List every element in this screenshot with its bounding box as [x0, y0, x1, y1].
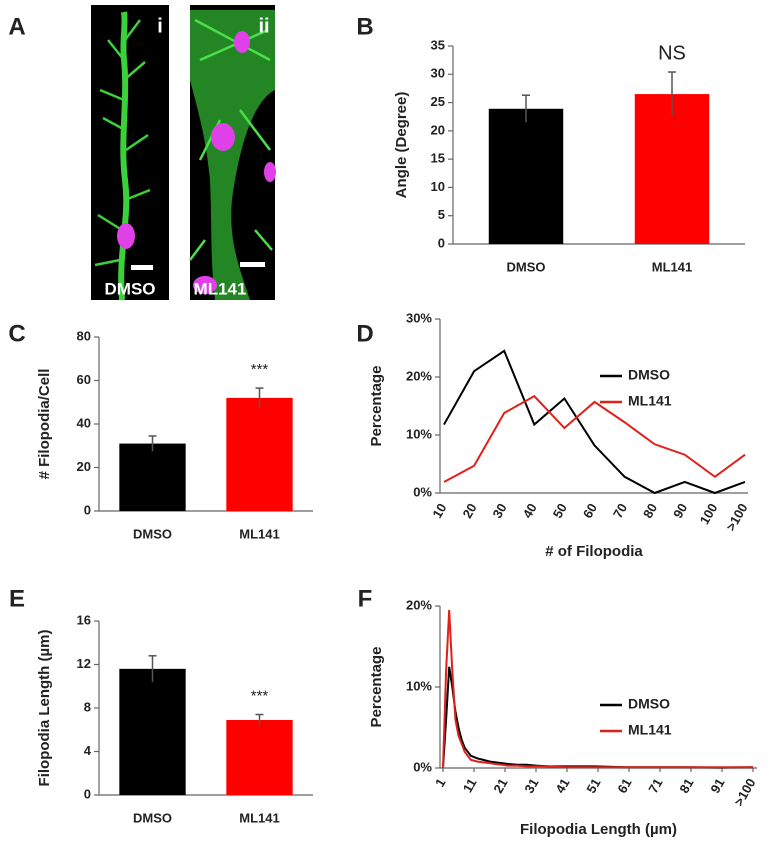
series-line [442, 609, 753, 769]
panel-label: D [356, 320, 373, 347]
x-tick-label: 41 [552, 776, 572, 796]
y-tick-label: 0% [413, 484, 432, 499]
x-tick-label: ML141 [239, 526, 279, 541]
x-tick-label: 1 [432, 776, 449, 790]
y-tick-label: 0 [438, 235, 445, 250]
x-tick-label: 30 [490, 501, 510, 521]
x-axis-label: # of Filopodia [545, 543, 643, 560]
x-tick-label: 11 [460, 776, 480, 795]
y-tick-label: 30 [431, 66, 445, 81]
legend-label: DMSO [628, 696, 670, 712]
y-axis-label: Angle (Degree) [393, 92, 410, 199]
legend-label: ML141 [628, 722, 672, 738]
x-tick-label: 61 [614, 776, 634, 796]
legend-label: DMSO [628, 367, 670, 383]
micrograph-i [91, 5, 169, 301]
x-tick-label: ML141 [239, 810, 279, 825]
y-tick-label: 30% [406, 310, 432, 325]
x-tick-label: 20 [459, 501, 479, 521]
panel-label: B [356, 13, 373, 40]
y-tick-label: 40 [77, 415, 91, 430]
x-tick-label: >100 [731, 776, 759, 809]
panel-label: E [9, 585, 25, 612]
panel-label: A [8, 13, 25, 40]
image-caption: DMSO [105, 279, 156, 298]
series-line [443, 394, 746, 483]
y-tick-label: 80 [77, 328, 91, 343]
x-axis-label: Filopodia Length (µm) [520, 821, 677, 838]
x-tick-label: 81 [676, 776, 696, 796]
x-tick-label: 31 [521, 776, 541, 796]
annotation: NS [658, 42, 686, 64]
legend-label: ML141 [628, 393, 672, 409]
annotation: *** [251, 687, 269, 704]
x-tick-label: 90 [670, 501, 690, 521]
y-tick-label: 8 [84, 699, 91, 714]
y-tick-label: 16 [77, 612, 91, 627]
y-tick-label: 20% [406, 597, 432, 612]
series-line [442, 666, 754, 769]
y-tick-label: 35 [431, 37, 445, 52]
y-tick-label: 5 [438, 207, 445, 222]
x-tick-label: 40 [520, 501, 540, 521]
bar [226, 397, 293, 511]
x-tick-label: DMSO [133, 526, 172, 541]
x-tick-label: 71 [645, 776, 665, 796]
y-tick-label: 0 [84, 786, 91, 801]
panel-label: F [358, 585, 373, 612]
series-line [443, 349, 746, 495]
x-tick-label: >100 [723, 501, 751, 534]
x-tick-label: DMSO [507, 259, 546, 274]
x-tick-label: 80 [640, 501, 660, 521]
x-tick-label: 21 [490, 776, 510, 796]
y-tick-label: 4 [84, 743, 92, 758]
micrograph-ii [189, 5, 276, 300]
image-caption: ML141 [194, 279, 247, 298]
bar [488, 108, 564, 245]
y-tick-label: 25 [431, 94, 445, 109]
x-tick-label: 91 [707, 776, 727, 796]
x-tick-label: 100 [697, 501, 721, 527]
y-tick-label: 12 [77, 656, 91, 671]
image-label: ii [258, 15, 269, 37]
x-tick-label: DMSO [133, 810, 172, 825]
y-tick-label: 20% [406, 368, 432, 383]
y-tick-label: 0% [413, 759, 432, 774]
y-tick-label: 60 [77, 372, 91, 387]
y-axis-label: Filopodia Length (µm) [36, 630, 53, 787]
y-axis-label: Percentage [368, 366, 385, 447]
y-axis-label: # Filopodia/Cell [36, 369, 53, 480]
y-tick-label: 10 [431, 179, 445, 194]
y-tick-label: 15 [431, 151, 445, 166]
panel-label: C [8, 320, 25, 347]
y-tick-label: 10% [406, 426, 432, 441]
image-label: i [157, 15, 163, 37]
y-tick-label: 0 [84, 502, 91, 517]
x-tick-label: 70 [610, 501, 630, 521]
x-tick-label: 60 [580, 501, 600, 521]
y-tick-label: 20 [431, 122, 445, 137]
annotation: *** [251, 361, 269, 378]
bar [226, 719, 293, 795]
bar [634, 94, 710, 244]
bar [119, 668, 186, 795]
x-tick-label: ML141 [652, 259, 692, 274]
x-tick-label: 50 [550, 501, 570, 521]
y-tick-label: 10% [406, 678, 432, 693]
bar [119, 443, 186, 511]
x-tick-label: 10 [429, 501, 449, 521]
y-tick-label: 20 [77, 459, 91, 474]
y-axis-label: Percentage [368, 647, 385, 728]
x-tick-label: 51 [583, 776, 603, 796]
